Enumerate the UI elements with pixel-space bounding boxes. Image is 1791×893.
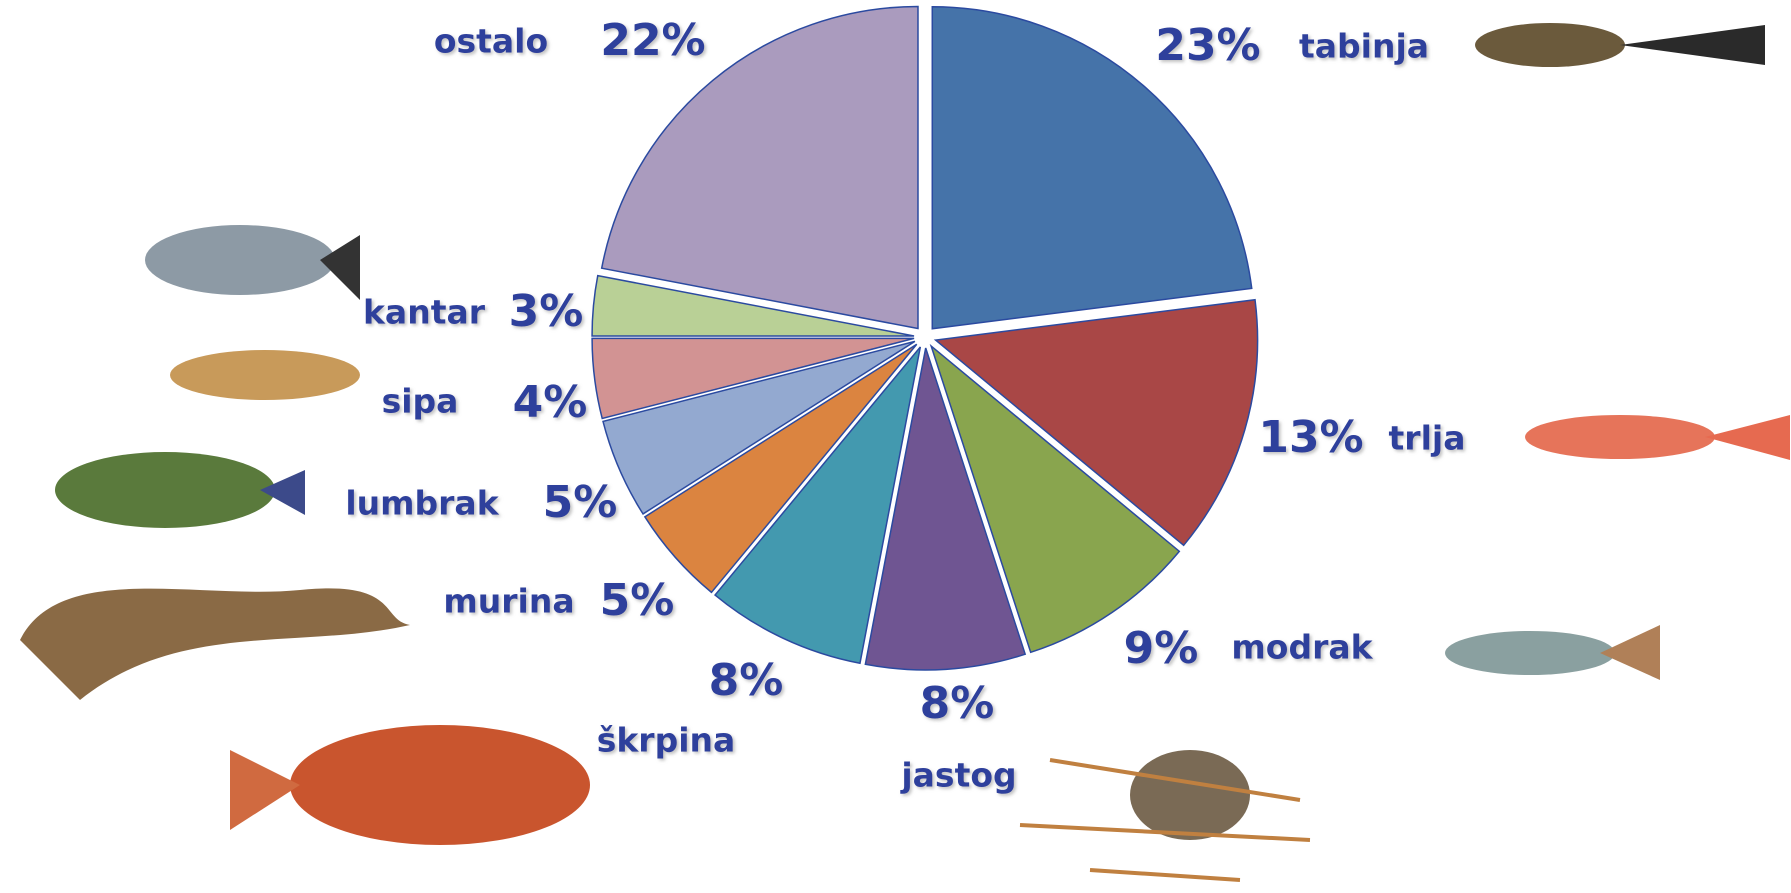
value-label: 8% (920, 678, 995, 729)
value-label: 23% (1155, 20, 1260, 71)
category-label: murina (443, 582, 574, 621)
eel-murina (20, 588, 410, 700)
category-label: kantar (363, 293, 486, 332)
chart: 23% tabinja 13% trlja 9% modrak 8% jastog 8% škrp… (0, 0, 1791, 893)
value-label: 8% (709, 655, 784, 706)
category-label: lumbrak (345, 484, 499, 523)
fish-skrpina (230, 725, 590, 845)
value-label: 3% (509, 286, 584, 337)
value-label: 5% (543, 477, 618, 528)
category-label: ostalo (434, 22, 548, 61)
page: 23% tabinja 13% trlja 9% modrak 8% jastog 8% škrp… (0, 0, 1791, 893)
value-label: 22% (600, 15, 705, 66)
category-label: trlja (1389, 419, 1466, 458)
value-label: 5% (600, 575, 675, 626)
category-label: modrak (1231, 628, 1373, 667)
cuttlefish-sipa (170, 350, 360, 400)
fish-lumbrak (55, 452, 305, 528)
fish-trlja (1525, 415, 1790, 460)
category-label: jastog (899, 756, 1016, 795)
fish-modrak (1445, 625, 1660, 680)
value-label: 9% (1124, 623, 1199, 674)
category-label: tabinja (1299, 27, 1429, 66)
pie (592, 7, 1258, 670)
lobster-jastog (1020, 750, 1310, 880)
value-label: 4% (513, 377, 588, 428)
category-label: sipa (382, 382, 459, 421)
value-label: 13% (1258, 412, 1363, 463)
category-label: škrpina (597, 721, 736, 760)
fish-kantar (145, 225, 360, 300)
fish-tabinja (1475, 23, 1765, 67)
